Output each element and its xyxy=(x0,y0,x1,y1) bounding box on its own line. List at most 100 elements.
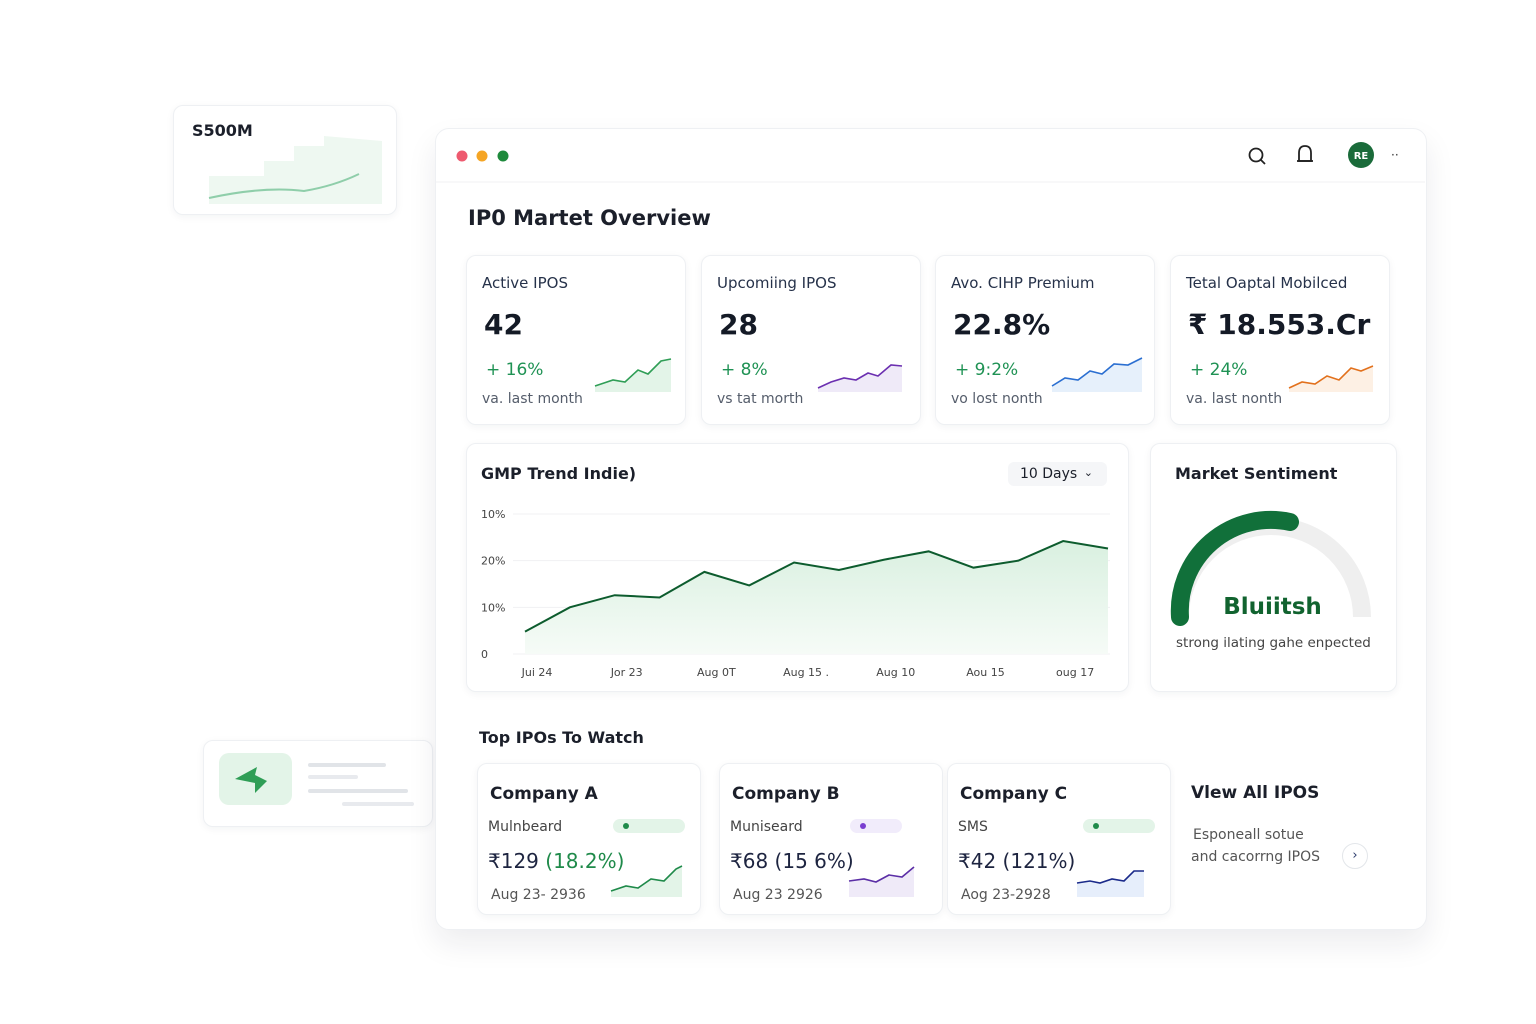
ipo-price-row: ₹42 (121%) xyxy=(958,849,1075,873)
spark-line xyxy=(1288,365,1374,389)
ipo-price: ₹129 xyxy=(488,849,539,873)
spark-area xyxy=(849,867,914,897)
ipo-sector: SMS xyxy=(958,819,988,835)
sentiment-label: Bluiitsh xyxy=(1223,594,1322,620)
ipo-sector: Mulnbeard xyxy=(488,819,563,835)
ipo-change: (121%) xyxy=(1002,849,1076,873)
badge-dot xyxy=(1093,823,1099,829)
x-tick-label: Aug 0T xyxy=(697,666,736,679)
ipo-price-row: ₹129 (18.2%) xyxy=(488,849,624,873)
badge-dot xyxy=(860,823,866,829)
sentiment-note: strong ilating gahe enpected xyxy=(1176,635,1371,651)
ipo-date: Aug 23- 2936 xyxy=(491,887,586,903)
ipo-sparkline xyxy=(610,865,683,897)
stat-label: Avo. CIHP Premium xyxy=(951,274,1095,292)
range-dropdown[interactable]: 10 Days ⌄ xyxy=(1008,462,1107,486)
menu-caret[interactable]: ·· xyxy=(1391,148,1399,162)
window-header: RE ·· xyxy=(435,142,1425,183)
x-tick-label: oug 17 xyxy=(1056,666,1094,679)
stat-change: + 16% xyxy=(486,360,544,380)
y-tick-label: 20% xyxy=(481,555,505,568)
stat-sparkline xyxy=(1051,357,1143,392)
ipo-date: Aog 23-2928 xyxy=(961,887,1051,903)
spark-line xyxy=(817,364,903,389)
spark-line xyxy=(848,866,915,883)
ipo-sector: Muniseard xyxy=(730,819,803,835)
stat-value: 28 xyxy=(719,308,758,341)
spark-line xyxy=(1076,870,1144,884)
stat-value: 42 xyxy=(484,308,523,341)
ipo-sparkline xyxy=(1076,870,1144,897)
stat-sparkline xyxy=(594,358,672,392)
stat-card: Tetal Oaptal Mobilced ₹ 18.553.Cr + 24% va.… xyxy=(1170,255,1390,425)
stat-change: + 8% xyxy=(721,360,768,380)
side-card-label: S500M xyxy=(192,121,253,140)
ipo-name: Company A xyxy=(490,784,598,804)
ipo-name: Company C xyxy=(960,784,1068,804)
sentiment-gauge xyxy=(1170,511,1371,626)
x-tick-label: Aou 15 xyxy=(966,666,1005,679)
stat-note: vo lost nonth xyxy=(951,391,1043,407)
ipo-price: ₹68 xyxy=(730,849,769,873)
stat-label: Active IPOS xyxy=(482,274,568,292)
ipo-change: (18.2%) xyxy=(545,849,625,873)
stat-label: Upcomiing IPOS xyxy=(717,274,837,292)
stat-change: + 9:2% xyxy=(955,360,1019,380)
sentiment-title: Market Sentiment xyxy=(1175,464,1338,483)
avatar-text: RE xyxy=(1354,151,1369,162)
ipo-price: ₹42 xyxy=(958,849,997,873)
dropdown-caret: ⌄ xyxy=(1083,466,1093,479)
y-tick-label: 0 xyxy=(481,648,488,661)
top-ipos-title: Top IPOs To Watch xyxy=(479,728,644,747)
side-sparkline xyxy=(208,136,382,204)
spark-area xyxy=(611,866,682,897)
x-tick-label: Aug 15 . xyxy=(783,666,829,679)
ipo-card[interactable]: Company B Muniseard ₹68 (15 6%) Aug 23 2926 xyxy=(719,763,943,915)
stat-card: Active IPOS 42 + 16% va. last month xyxy=(466,255,686,425)
stat-sparkline xyxy=(817,364,903,392)
view-all-title: Vlew All IPOS xyxy=(1191,783,1320,803)
view-all-card[interactable]: Vlew All IPOS Esponeall sotue and cacorr… xyxy=(1175,763,1385,913)
view-all-line2: and cacorrng IPOS xyxy=(1191,849,1321,865)
ipo-card[interactable]: Company A Mulnbeard ₹129 (18.2%) Aug 23- 29… xyxy=(477,763,701,915)
side-card: S500M xyxy=(173,105,397,215)
ipo-badge xyxy=(613,819,685,833)
stat-value: ₹ 18.553.Cr xyxy=(1188,308,1371,341)
bell-icon[interactable] xyxy=(1297,145,1313,162)
gmp-title: GMP Trend Indie) xyxy=(481,464,637,483)
spark-line xyxy=(1051,357,1143,387)
stat-note: vs tat morth xyxy=(717,391,804,407)
spark-line xyxy=(594,358,672,387)
spark-area xyxy=(1289,366,1373,392)
spark-area xyxy=(1052,358,1142,392)
trend-line xyxy=(524,540,1109,633)
avatar[interactable] xyxy=(1348,142,1374,168)
y-tick-label: 10% xyxy=(481,601,505,614)
badge-dot xyxy=(623,823,629,829)
ipo-sparkline xyxy=(848,866,915,897)
placeholder-lines xyxy=(308,763,414,806)
ipo-badge xyxy=(1083,819,1155,833)
line-area xyxy=(525,541,1108,654)
stat-change: + 24% xyxy=(1190,360,1248,380)
icon-tile xyxy=(219,753,292,805)
x-tick-label: Jor 23 xyxy=(610,666,643,679)
ipo-card[interactable]: Company C SMS ₹42 (121%) Aog 23-2928 xyxy=(947,763,1171,915)
gmp-chart: 0 10% 20% 10% Jui 24 Jor 23 Aug 0T Aug 15 . Aug … xyxy=(481,508,1110,679)
stat-card: Upcomiing IPOS 28 + 8% vs tat morth xyxy=(701,255,921,425)
ipo-price-row: ₹68 (15 6%) xyxy=(730,849,854,873)
y-tick-label: 10% xyxy=(481,508,505,521)
view-all-arrow[interactable]: › xyxy=(1342,843,1368,869)
stat-label: Tetal Oaptal Mobilced xyxy=(1186,274,1348,292)
side-card-2 xyxy=(203,740,433,827)
stat-value: 22.8% xyxy=(953,308,1051,341)
search-icon[interactable] xyxy=(1248,147,1266,165)
ipo-date: Aug 23 2926 xyxy=(733,887,823,903)
ipo-change: (15 6%) xyxy=(774,849,854,873)
range-text: 10 Days xyxy=(1020,466,1078,482)
stat-sparkline xyxy=(1288,365,1374,392)
spark-line xyxy=(610,865,683,892)
page-title: IP0 Martet Overview xyxy=(468,206,711,230)
ipo-name: Company B xyxy=(732,784,840,804)
